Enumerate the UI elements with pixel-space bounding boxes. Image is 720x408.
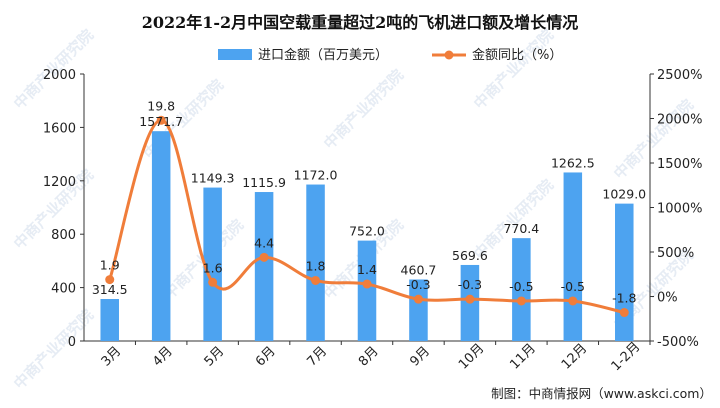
x-tick-label: 10月 (456, 341, 487, 372)
y-right-tick-label: 1000% (657, 202, 702, 217)
line-point (413, 294, 423, 304)
bar-value-label: 1115.9 (242, 175, 286, 190)
line-value-label: 19.8 (147, 98, 175, 113)
x-tick-label: 5月 (202, 344, 228, 370)
bar-value-label: 1172.0 (294, 168, 338, 183)
line-point (619, 308, 629, 318)
line-value-label: -1.8 (612, 291, 636, 306)
y-right-tick-label: -500% (657, 335, 699, 350)
line-value-label: -0.3 (406, 277, 430, 292)
legend-bar-swatch (218, 49, 252, 60)
legend-line-label: 金额同比（%） (472, 47, 562, 63)
bar-series (100, 131, 634, 341)
bar (357, 240, 377, 341)
line-point (311, 275, 321, 285)
legend: 进口金额（百万美元） 金额同比（%） (218, 47, 562, 63)
line-point (516, 296, 526, 306)
x-tick-label: 6月 (253, 344, 279, 370)
x-tick-label: 3月 (99, 344, 125, 370)
bar (151, 131, 171, 341)
y-right-tick-label: 1500% (657, 157, 702, 172)
legend-bar-label: 进口金额（百万美元） (258, 47, 388, 63)
y-left-tick-label: 2000 (43, 68, 76, 83)
y-right-tick-label: 2500% (657, 68, 702, 83)
line-value-label: -0.5 (509, 279, 533, 294)
y-right-tick-label: 2000% (657, 113, 702, 128)
line-value-label: -0.3 (458, 277, 482, 292)
bar-value-label: 314.5 (92, 282, 128, 297)
bar (409, 279, 428, 341)
line-point (208, 277, 218, 287)
line-point (156, 115, 166, 125)
y-right-tick-label: 0% (657, 291, 678, 306)
line-value-label: -0.5 (561, 279, 585, 294)
x-tick-label: 7月 (304, 344, 330, 370)
bar (306, 184, 325, 341)
chart-title: 2022年1-2月中国空载重量超过2吨的飞机进口额及增长情况 (142, 13, 579, 32)
bar (512, 238, 531, 341)
line-value-label: 4.4 (254, 235, 274, 250)
bar (563, 172, 583, 341)
line-point (259, 252, 269, 262)
bar-value-label: 460.7 (401, 262, 437, 277)
line-value-label: 1.4 (357, 262, 377, 277)
line-series (105, 115, 629, 318)
bar-value-label: 1571.7 (139, 114, 183, 129)
line-value-label: 1.9 (100, 258, 120, 273)
line-value-label: 1.6 (203, 260, 223, 275)
x-tick-label: 1-2月 (609, 339, 644, 374)
y-left-tick-label: 1600 (43, 121, 76, 136)
bar (615, 203, 634, 341)
legend-line-marker (444, 50, 454, 60)
line-point (465, 294, 475, 304)
y-left-tick-label: 1200 (43, 175, 76, 190)
x-tick-label: 8月 (356, 344, 382, 370)
y-left-tick-label: 400 (51, 282, 76, 297)
bar-value-label: 1149.3 (191, 171, 235, 186)
bar-value-label: 752.0 (349, 224, 385, 239)
bar (203, 187, 222, 341)
watermark-text: 中商产业研究院 (470, 26, 557, 113)
line-point (105, 275, 115, 285)
line-value-label: 1.8 (306, 258, 326, 273)
x-tick-label: 12月 (559, 341, 590, 372)
y-left-tick-label: 0 (68, 335, 76, 350)
bar-value-label: 770.4 (503, 221, 539, 236)
bar-value-label: 1262.5 (551, 155, 595, 170)
x-tick-label: 4月 (150, 344, 176, 370)
y-left-tick-label: 800 (51, 228, 76, 243)
source-note: 制图：中商情报网（www.askci.com） (491, 386, 712, 401)
watermark-text: 中商产业研究院 (320, 66, 407, 153)
bar-value-label: 1029.0 (602, 187, 646, 202)
bar (254, 192, 274, 341)
bar-value-label: 569.6 (452, 248, 488, 263)
line-point (362, 279, 372, 289)
bar (100, 299, 119, 341)
data-labels: 314.5 1571.7 1149.3 1115.9 1172.0 752.0 460.7 5… (92, 98, 646, 305)
x-tick-label: 11月 (507, 341, 538, 372)
line-point (568, 296, 578, 306)
y-right-tick-label: 500% (657, 246, 694, 261)
x-tick-label: 9月 (407, 344, 433, 370)
